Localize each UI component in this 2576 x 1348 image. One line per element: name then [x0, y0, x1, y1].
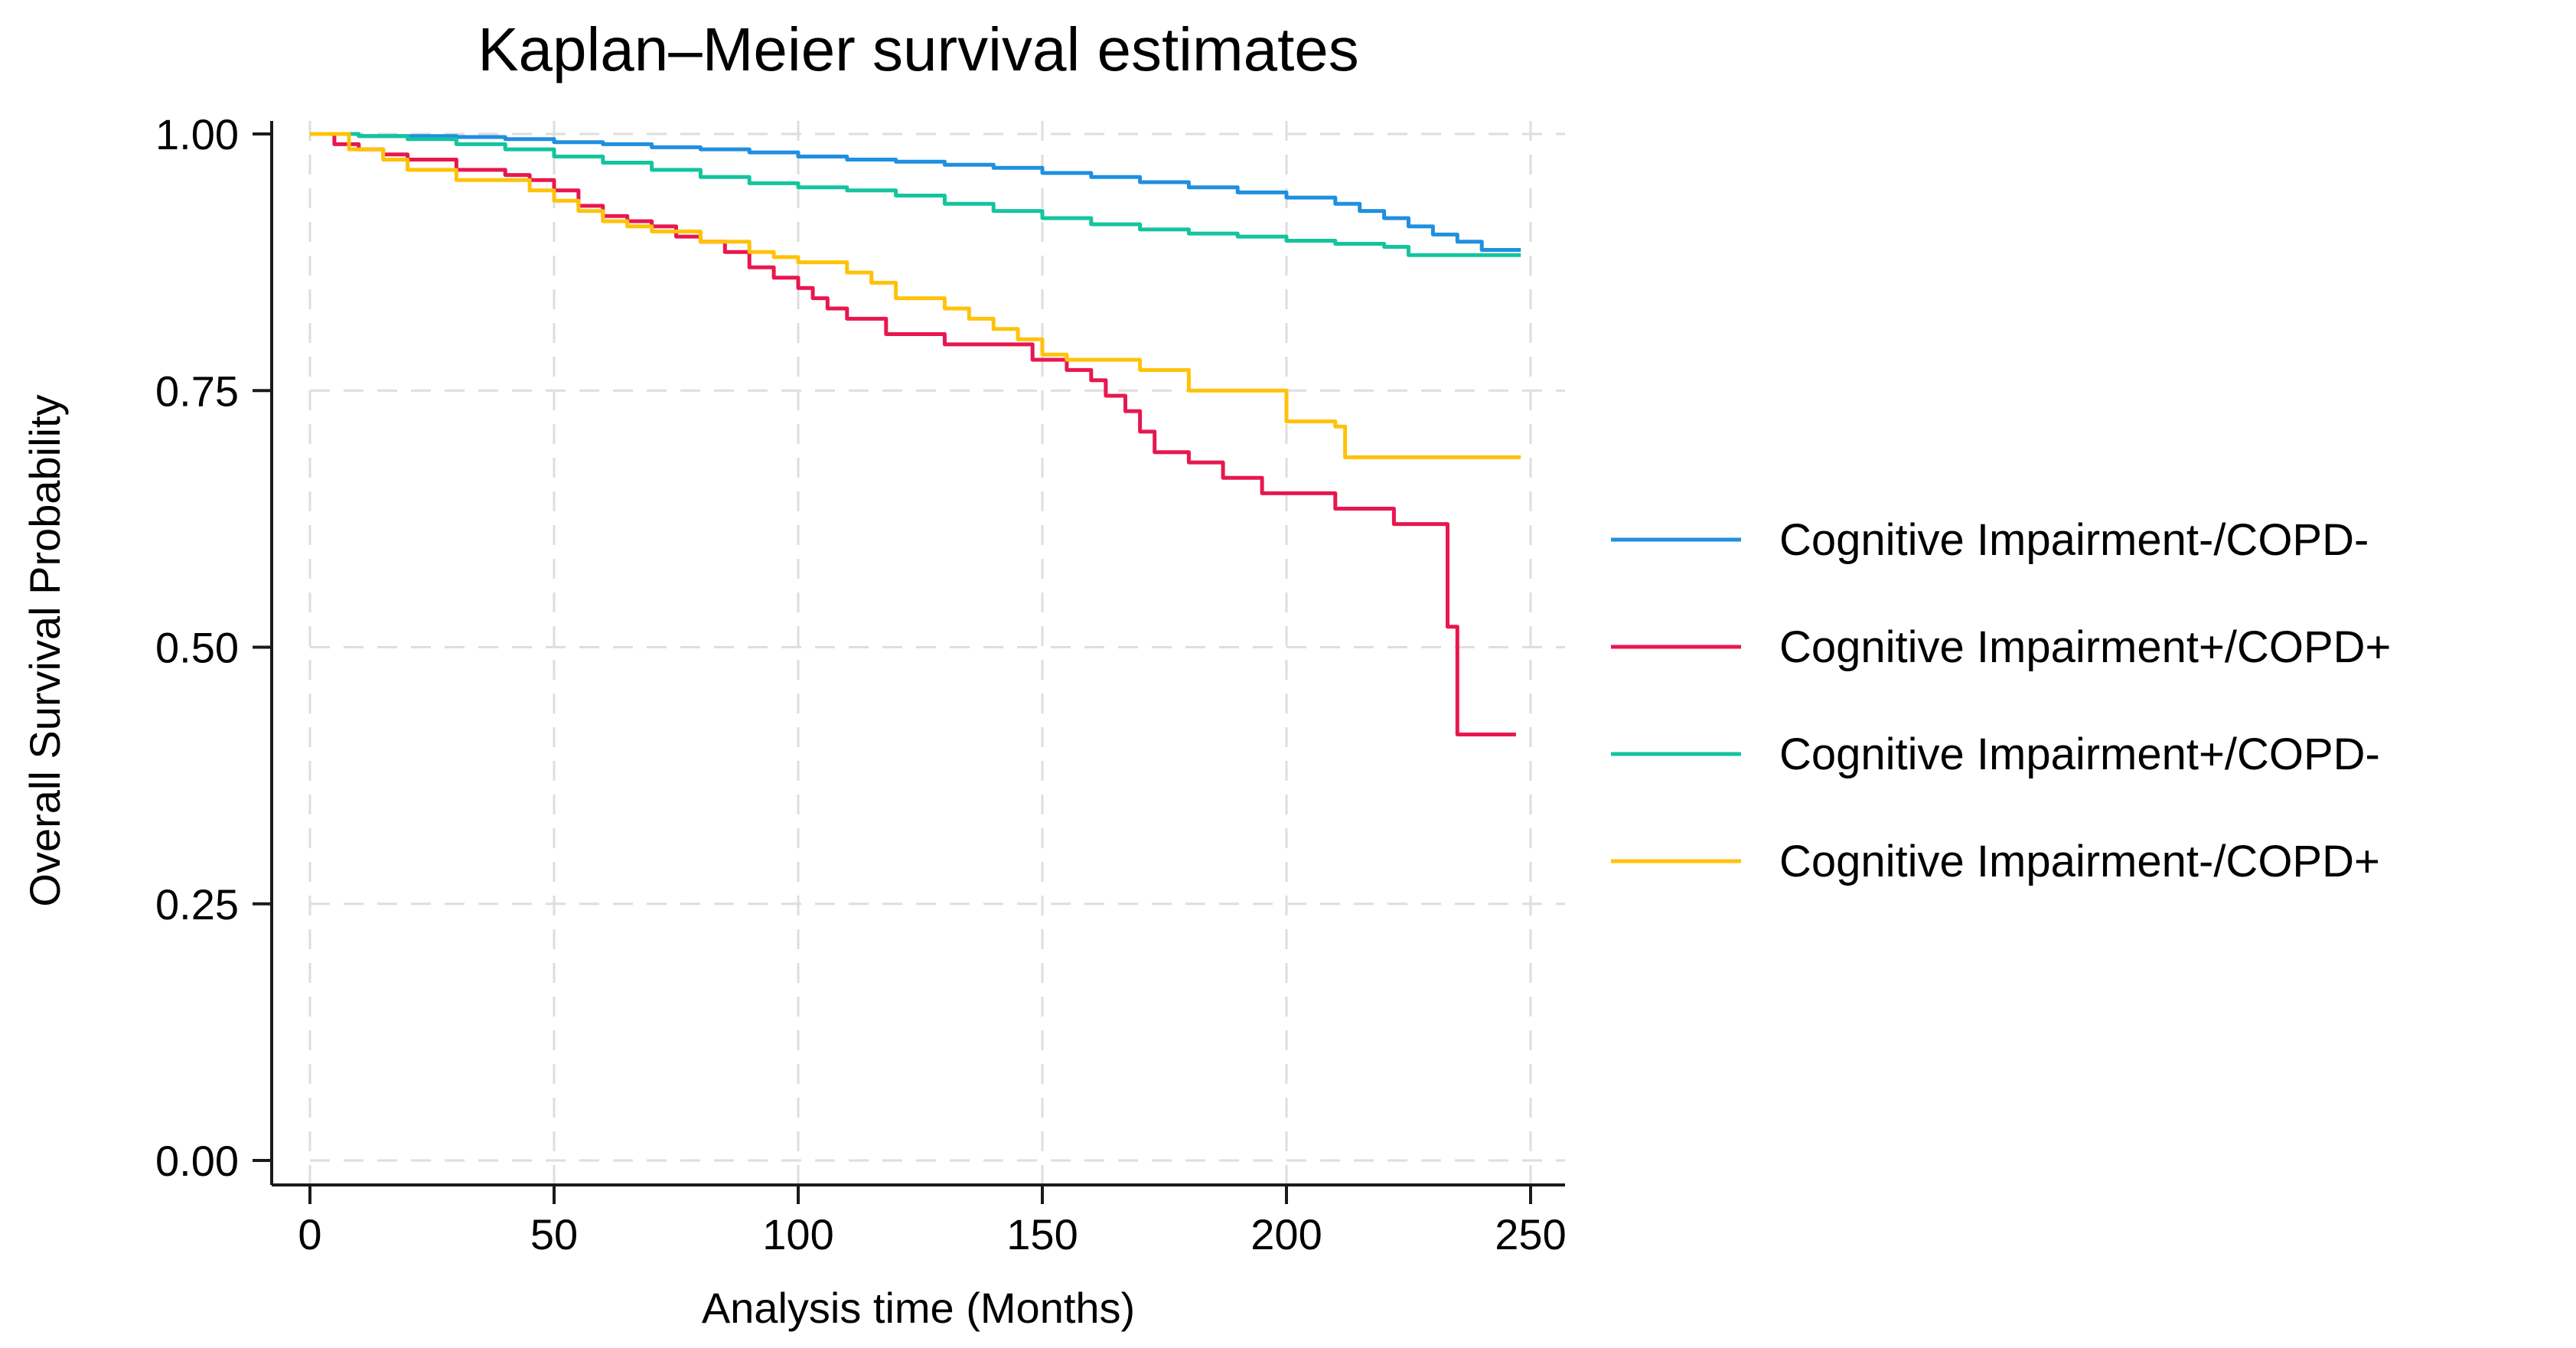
series-layer	[310, 132, 1521, 736]
chart-title: Kaplan–Meier survival estimates	[478, 15, 1359, 83]
legend: Cognitive Impairment-/COPD- Cognitive Imp…	[1611, 515, 2391, 886]
x-tick-label: 150	[1006, 1210, 1078, 1258]
series-line-4	[310, 132, 1521, 459]
y-axis-label: Overall Survival Probability	[21, 394, 69, 906]
legend-label: Cognitive Impairment-/COPD-	[1779, 515, 2369, 565]
x-axis-label: Analysis time (Months)	[702, 1284, 1135, 1332]
y-tick-label: 1.00	[155, 110, 239, 158]
x-tick-label: 0	[298, 1210, 321, 1258]
x-tick-label: 200	[1251, 1210, 1322, 1258]
series-line-2	[310, 132, 1516, 736]
grid-layer	[308, 121, 1565, 1185]
x-tick-label: 100	[762, 1210, 833, 1258]
y-tick-label: 0.00	[155, 1137, 239, 1185]
series-line-1	[310, 132, 1521, 252]
y-tick-label: 0.50	[155, 624, 239, 672]
legend-label: Cognitive Impairment+/COPD+	[1779, 622, 2391, 672]
y-tick-label: 0.75	[155, 367, 239, 415]
x-tick-label: 50	[530, 1210, 578, 1258]
legend-label: Cognitive Impairment+/COPD-	[1779, 729, 2380, 779]
tick-layer: 0.00 0.25 0.50 0.75 1.00 0 50 100 150 200 250	[155, 110, 1567, 1258]
legend-label: Cognitive Impairment-/COPD+	[1779, 837, 2380, 886]
x-tick-label: 250	[1495, 1210, 1566, 1258]
y-tick-label: 0.25	[155, 880, 239, 929]
series-line-3	[310, 132, 1521, 257]
